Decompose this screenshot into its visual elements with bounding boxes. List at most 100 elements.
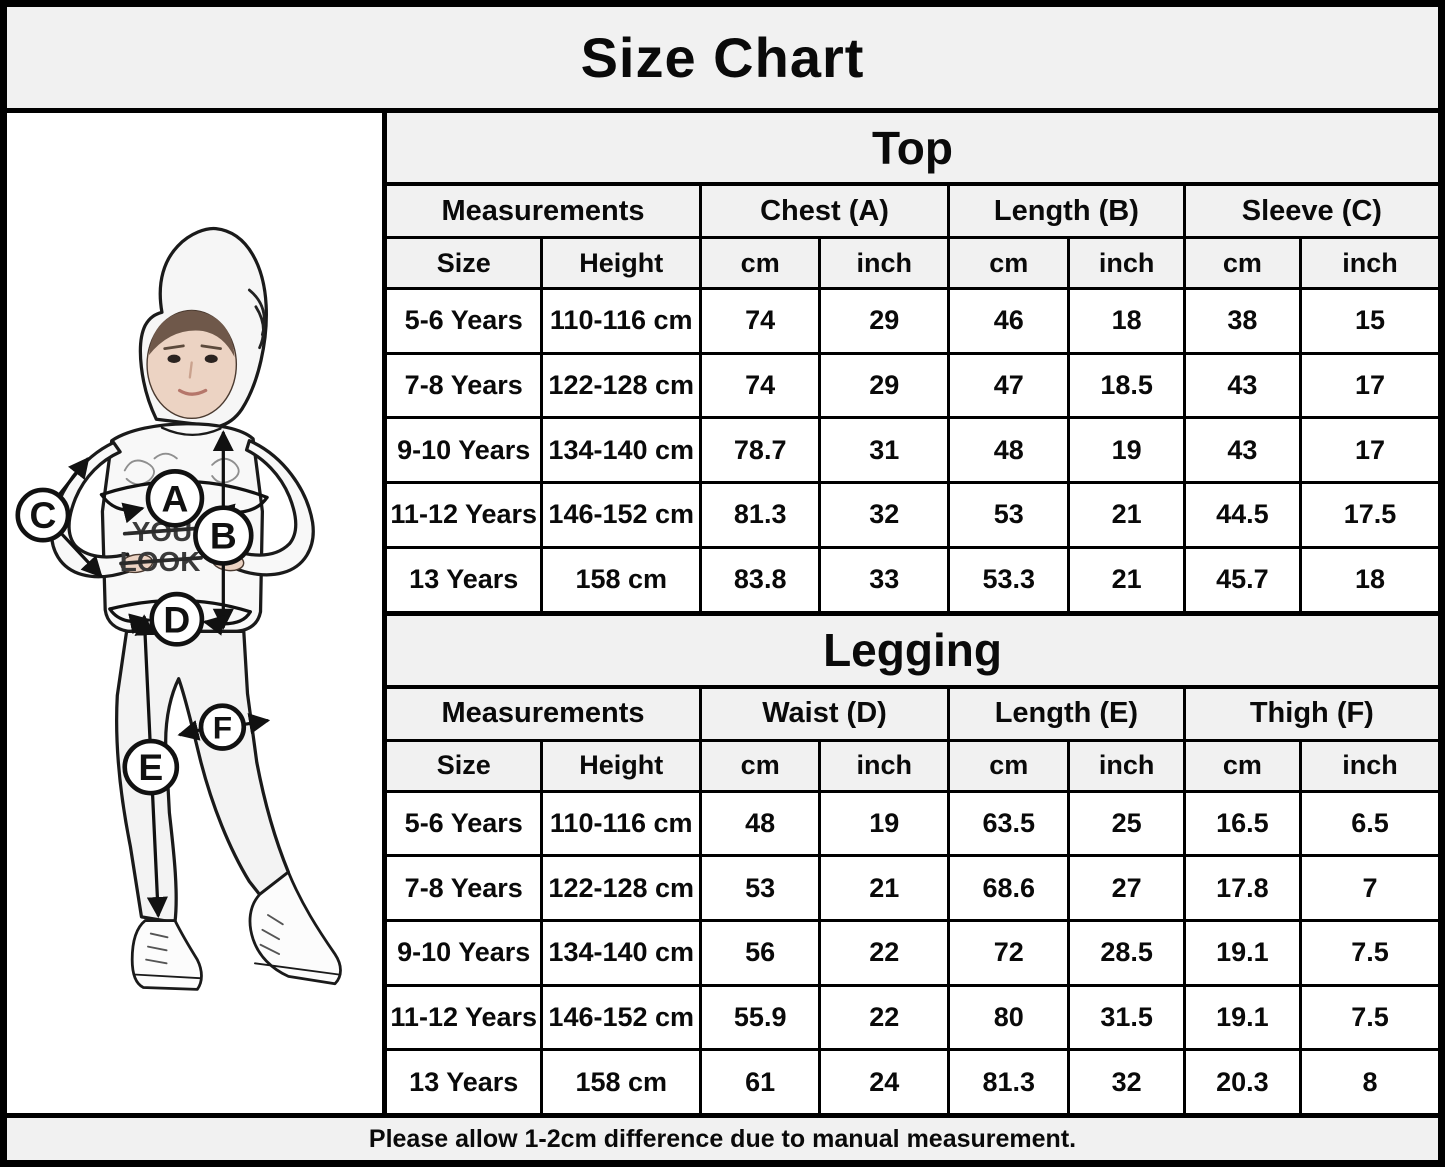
table-cell: 48 [702, 792, 819, 855]
table-cell: 5-6 Years [387, 290, 541, 352]
column-subheader: Height [543, 239, 699, 287]
table-cell: 56 [702, 921, 819, 984]
svg-text:B: B [210, 515, 237, 557]
column-group-header: Sleeve (C) [1185, 186, 1438, 236]
table-cell: 11-12 Years [387, 484, 541, 546]
table-cell: 25 [1070, 792, 1183, 855]
table-cell: 146-152 cm [543, 484, 699, 546]
table-cell: 80 [950, 986, 1068, 1049]
table-cell: 28.5 [1070, 921, 1183, 984]
column-group-header: Measurements [387, 688, 699, 739]
table-cell: 43 [1185, 419, 1300, 482]
column-subheader: inch [1302, 741, 1438, 790]
svg-text:F: F [213, 709, 232, 745]
column-subheader: Size [387, 239, 541, 287]
sleeve-arrow-down [59, 532, 103, 578]
table-cell: 55.9 [702, 986, 819, 1049]
table-cell: 47 [950, 354, 1068, 417]
legging-size-table: Legging Measurements Waist (D) Length (E… [387, 610, 1438, 1113]
column-subheader: Height [543, 741, 699, 790]
column-group-header: Length (E) [950, 688, 1183, 739]
thigh-arrow-left [177, 720, 202, 741]
table-cell: 32 [821, 484, 948, 546]
table-cell: 17 [1302, 354, 1438, 417]
table-cell: 21 [1070, 548, 1183, 611]
table-cell: 7-8 Years [387, 354, 541, 417]
table-cell: 31.5 [1070, 986, 1183, 1049]
column-subheader: inch [1070, 741, 1183, 790]
table-cell: 46 [950, 290, 1068, 352]
column-subheader: cm [950, 239, 1068, 287]
right-eye [204, 354, 218, 364]
table-cell: 63.5 [950, 792, 1068, 855]
table-cell: 122-128 cm [543, 857, 699, 919]
table-cell: 7 [1302, 857, 1438, 919]
table-cell: 29 [821, 290, 948, 352]
thigh-arrow-right [243, 713, 271, 735]
table-cell: 22 [821, 921, 948, 984]
table-cell: 7.5 [1302, 986, 1438, 1049]
table-cell: 9-10 Years [387, 921, 541, 984]
table-cell: 29 [821, 354, 948, 417]
table-cell: 13 Years [387, 548, 541, 611]
table-title-top: Top [387, 113, 1438, 186]
table-cell: 19.1 [1185, 986, 1300, 1049]
svg-text:C: C [29, 494, 56, 536]
table-cell: 16.5 [1185, 792, 1300, 855]
table-cell: 53 [702, 857, 819, 919]
main-area: YOU LOOK [7, 113, 1438, 1113]
column-subheader: inch [821, 239, 948, 287]
table-cell: 24 [821, 1051, 948, 1113]
sleeve-arrow-up [56, 456, 90, 499]
column-group-header: Thigh (F) [1185, 688, 1438, 739]
hood-tie [247, 288, 266, 350]
size-guide-figure: YOU LOOK [15, 227, 342, 991]
table-cell: 19 [821, 792, 948, 855]
table-cell: 122-128 cm [543, 354, 699, 417]
table-cell: 22 [821, 986, 948, 1049]
table-cell: 45.7 [1185, 548, 1300, 611]
table-cell: 158 cm [543, 1051, 699, 1113]
table-cell: 11-12 Years [387, 986, 541, 1049]
table-cell: 17 [1302, 419, 1438, 482]
strike-line-1 [122, 526, 203, 536]
table-cell: 18 [1302, 548, 1438, 611]
column-subheader: cm [1185, 741, 1300, 790]
table-cell: 33 [821, 548, 948, 611]
right-boot [248, 870, 342, 986]
column-group-header: Length (B) [950, 186, 1183, 236]
waist-arrow-right [202, 610, 252, 636]
table-cell: 9-10 Years [387, 419, 541, 482]
column-group-header: Waist (D) [702, 688, 948, 739]
hair [148, 310, 235, 357]
table-cell: 72 [950, 921, 1068, 984]
table-cell: 21 [821, 857, 948, 919]
table-cell: 134-140 cm [543, 921, 699, 984]
top-table-grid: Measurements Chest (A) Length (B) Sleeve… [387, 186, 1438, 611]
measure-label-b-icon: B [193, 505, 254, 566]
measure-label-f-icon: F [198, 703, 247, 751]
table-cell: 18.5 [1070, 354, 1183, 417]
top-size-table: Top Measurements Chest (A) Length (B) Sl… [387, 113, 1438, 611]
table-cell: 146-152 cm [543, 986, 699, 1049]
column-subheader: cm [702, 239, 819, 287]
table-cell: 53 [950, 484, 1068, 546]
svg-text:A: A [162, 477, 189, 519]
table-title-legging: Legging [387, 615, 1438, 689]
table-cell: 43 [1185, 354, 1300, 417]
table-cell: 7-8 Years [387, 857, 541, 919]
table-cell: 74 [702, 354, 819, 417]
column-group-header: Chest (A) [702, 186, 948, 236]
table-cell: 19.1 [1185, 921, 1300, 984]
table-cell: 78.7 [702, 419, 819, 482]
column-subheader: inch [821, 741, 948, 790]
column-subheader: cm [950, 741, 1068, 790]
table-cell: 17.8 [1185, 857, 1300, 919]
left-boot [130, 919, 203, 991]
table-cell: 6.5 [1302, 792, 1438, 855]
legging-table-grid: Measurements Waist (D) Length (E) Thigh … [387, 688, 1438, 1113]
nose [188, 361, 193, 379]
measure-label-c-icon: C [15, 487, 71, 543]
table-cell: 110-116 cm [543, 792, 699, 855]
